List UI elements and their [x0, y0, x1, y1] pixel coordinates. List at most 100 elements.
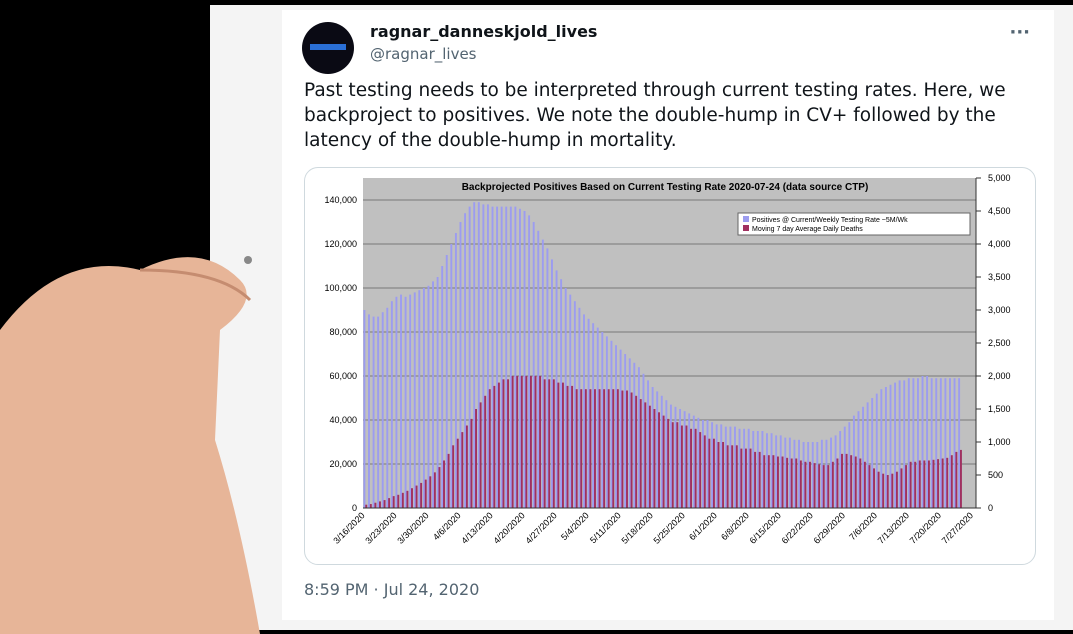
- bar: [706, 420, 709, 508]
- bar: [950, 455, 953, 508]
- bar: [381, 312, 384, 508]
- display-name[interactable]: ragnar_danneskjold_lives: [370, 22, 598, 41]
- bar: [898, 380, 901, 508]
- bar: [601, 332, 604, 508]
- legend-label: Positives @ Current/Weekly Testing Rate …: [752, 217, 908, 224]
- bar: [729, 426, 732, 508]
- handle[interactable]: @ragnar_lives: [370, 45, 477, 63]
- bar: [496, 206, 499, 508]
- bar: [749, 448, 752, 508]
- legend-swatch: [743, 225, 749, 231]
- timestamp[interactable]: 8:59 PM · Jul 24, 2020: [304, 580, 480, 599]
- bar: [900, 468, 903, 508]
- bar: [493, 385, 496, 508]
- bar: [843, 426, 846, 508]
- bar: [873, 468, 875, 508]
- bar: [834, 435, 837, 508]
- bar: [845, 453, 848, 508]
- bar: [528, 215, 531, 508]
- bar: [790, 458, 793, 508]
- bar: [470, 418, 473, 508]
- bar: [624, 354, 627, 508]
- bar: [712, 438, 715, 508]
- bar: [507, 379, 510, 508]
- bar: [619, 349, 622, 508]
- bar: [715, 424, 718, 508]
- menu[interactable]: ···: [1009, 22, 1030, 43]
- bar: [923, 460, 926, 508]
- bar: [955, 451, 958, 508]
- bar: [882, 473, 885, 508]
- x-tick-label: 6/29/2020: [812, 510, 847, 545]
- bar: [578, 307, 581, 508]
- bar: [680, 425, 683, 508]
- bar: [596, 327, 599, 508]
- bar: [871, 398, 874, 508]
- bar: [363, 310, 366, 508]
- bar: [615, 345, 617, 508]
- bar: [475, 409, 477, 508]
- legend-label: Moving 7 day Average Daily Deaths: [752, 226, 863, 233]
- bar: [639, 399, 642, 508]
- bar: [703, 435, 706, 508]
- x-tick-label: 4/27/2020: [523, 510, 558, 545]
- bar: [479, 402, 482, 508]
- bar: [754, 451, 757, 508]
- bar: [958, 378, 961, 508]
- bar: [551, 259, 553, 508]
- bar: [743, 428, 746, 508]
- bar: [738, 428, 741, 508]
- bar: [651, 387, 654, 508]
- hand-thumb: [139, 268, 252, 302]
- bar: [626, 390, 628, 508]
- bar: [694, 428, 697, 508]
- bar: [516, 376, 519, 508]
- bar: [841, 453, 843, 508]
- bar: [953, 378, 956, 508]
- bar: [552, 379, 555, 508]
- bar: [784, 437, 787, 508]
- bar: [429, 476, 432, 508]
- bar: [830, 437, 832, 508]
- chart[interactable]: Backprojected Positives Based on Current…: [304, 167, 1036, 565]
- bar: [756, 431, 759, 508]
- bar: [580, 389, 583, 508]
- tablet-camera: [244, 256, 252, 264]
- bar: [401, 492, 404, 508]
- x-tick-label: 6/15/2020: [748, 510, 783, 545]
- avatar[interactable]: [302, 22, 362, 82]
- y-tick-label: 40,000: [329, 415, 357, 425]
- y2-tick-label: 4,000: [988, 239, 1011, 249]
- bar: [573, 301, 576, 508]
- bar: [420, 482, 423, 508]
- hand: [0, 257, 260, 634]
- bar: [633, 362, 636, 508]
- x-tick-label: 7/13/2020: [876, 510, 911, 545]
- chart-title: Backprojected Positives Based on Current…: [462, 182, 869, 193]
- bar: [514, 206, 517, 508]
- bar: [518, 208, 521, 509]
- bar: [445, 255, 448, 508]
- bar: [575, 389, 578, 508]
- bar: [726, 445, 729, 508]
- bar: [411, 488, 413, 508]
- bar: [395, 296, 398, 508]
- bar: [825, 439, 828, 508]
- bar: [674, 406, 677, 508]
- bar: [388, 498, 391, 508]
- bar: [441, 266, 444, 508]
- y-tick-label: 60,000: [329, 371, 357, 381]
- bar: [656, 391, 659, 508]
- bar: [392, 496, 395, 508]
- bar: [438, 467, 441, 508]
- bar: [642, 373, 645, 508]
- x-tick-label: 3/30/2020: [395, 510, 430, 545]
- bar: [854, 456, 857, 508]
- bar: [775, 435, 778, 508]
- bar: [543, 379, 546, 508]
- bar: [795, 458, 798, 508]
- bar: [679, 409, 682, 508]
- y2-tick-label: 2,000: [988, 371, 1011, 381]
- bar: [857, 411, 860, 508]
- bar: [886, 475, 889, 508]
